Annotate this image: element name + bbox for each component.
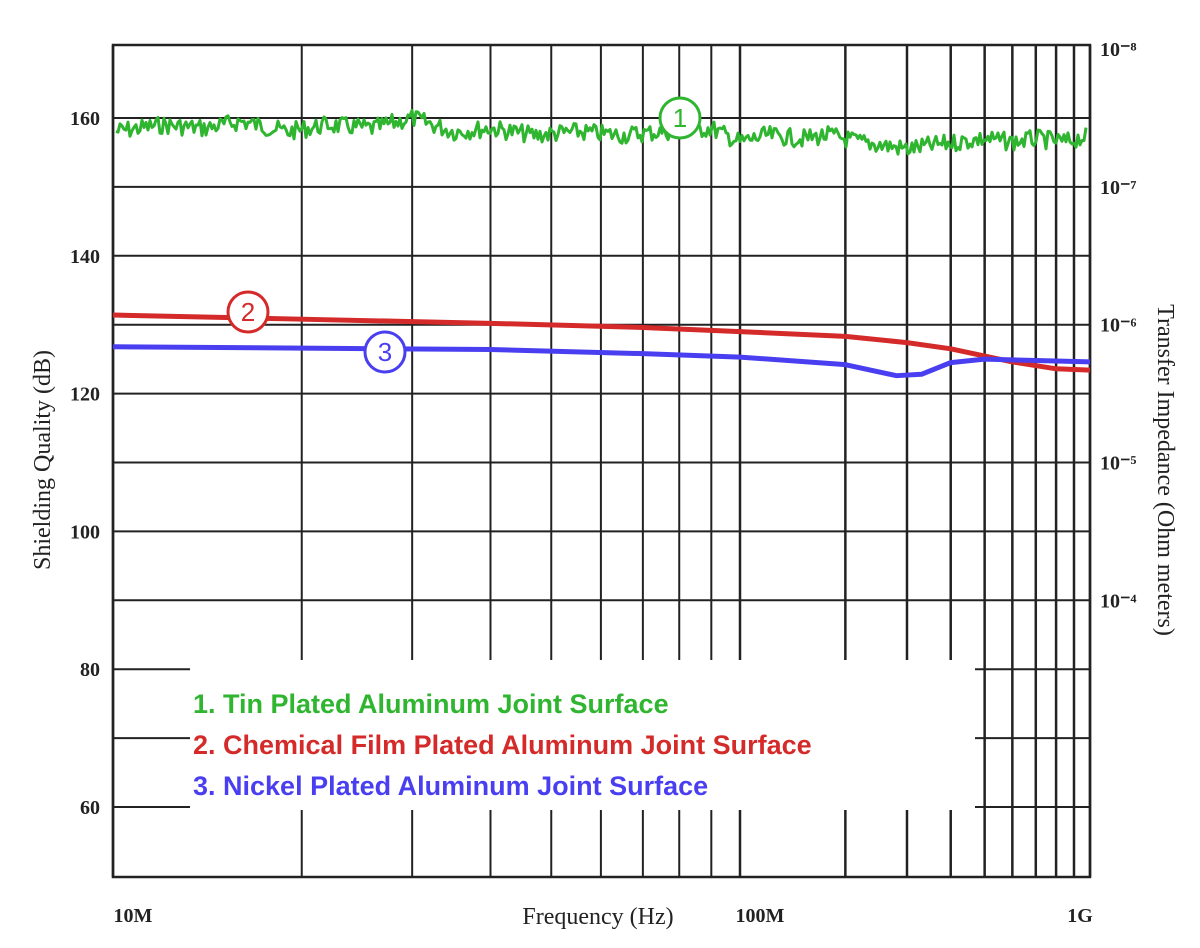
- x-axis-label: Frequency (Hz): [522, 904, 673, 930]
- y-tick-label: 100: [70, 521, 100, 543]
- x-tick-label: 10M: [114, 905, 153, 927]
- series-marker-label: 1: [673, 103, 687, 133]
- plot-frame: [111, 43, 1092, 879]
- y-tick-label: 160: [70, 108, 100, 130]
- series-marker-circle: [363, 330, 407, 374]
- legend-box: [190, 660, 975, 810]
- legend-entry: 3. Nickel Plated Aluminum Joint Surface: [193, 771, 708, 801]
- y-tick-label: 120: [70, 384, 100, 406]
- y-axis-label: Shielding Quality (dB): [30, 350, 56, 570]
- legend-entry: 1. Tin Plated Aluminum Joint Surface: [193, 689, 669, 719]
- series-marker-label: 2: [241, 297, 255, 327]
- series-line-3: [112, 344, 1091, 379]
- series-line-2: [112, 312, 1091, 373]
- series-marker-circle: [226, 290, 270, 334]
- series-line-1: [115, 108, 1088, 156]
- series-marker-label: 3: [378, 337, 392, 367]
- y-tick-label: 80: [80, 659, 100, 681]
- x-tick-label: 1G: [1067, 905, 1093, 927]
- y2-tick-label: 10⁻⁴: [1100, 590, 1137, 612]
- y-tick-label: 60: [80, 797, 100, 819]
- legend-entry: 2. Chemical Film Plated Aluminum Joint S…: [193, 730, 812, 760]
- y2-tick-label: 10⁻⁶: [1100, 315, 1137, 337]
- series-marker-circle: [658, 96, 702, 140]
- y2-tick-label: 10⁻⁷: [1100, 177, 1137, 199]
- y2-tick-label: 10⁻⁵: [1100, 453, 1137, 475]
- y2-axis-label: Transfer Impedance (Ohm meters): [1152, 304, 1178, 636]
- x-tick-label: 100M: [736, 905, 785, 927]
- y-tick-label: 140: [70, 246, 100, 268]
- y2-tick-label: 10⁻⁸: [1100, 39, 1137, 61]
